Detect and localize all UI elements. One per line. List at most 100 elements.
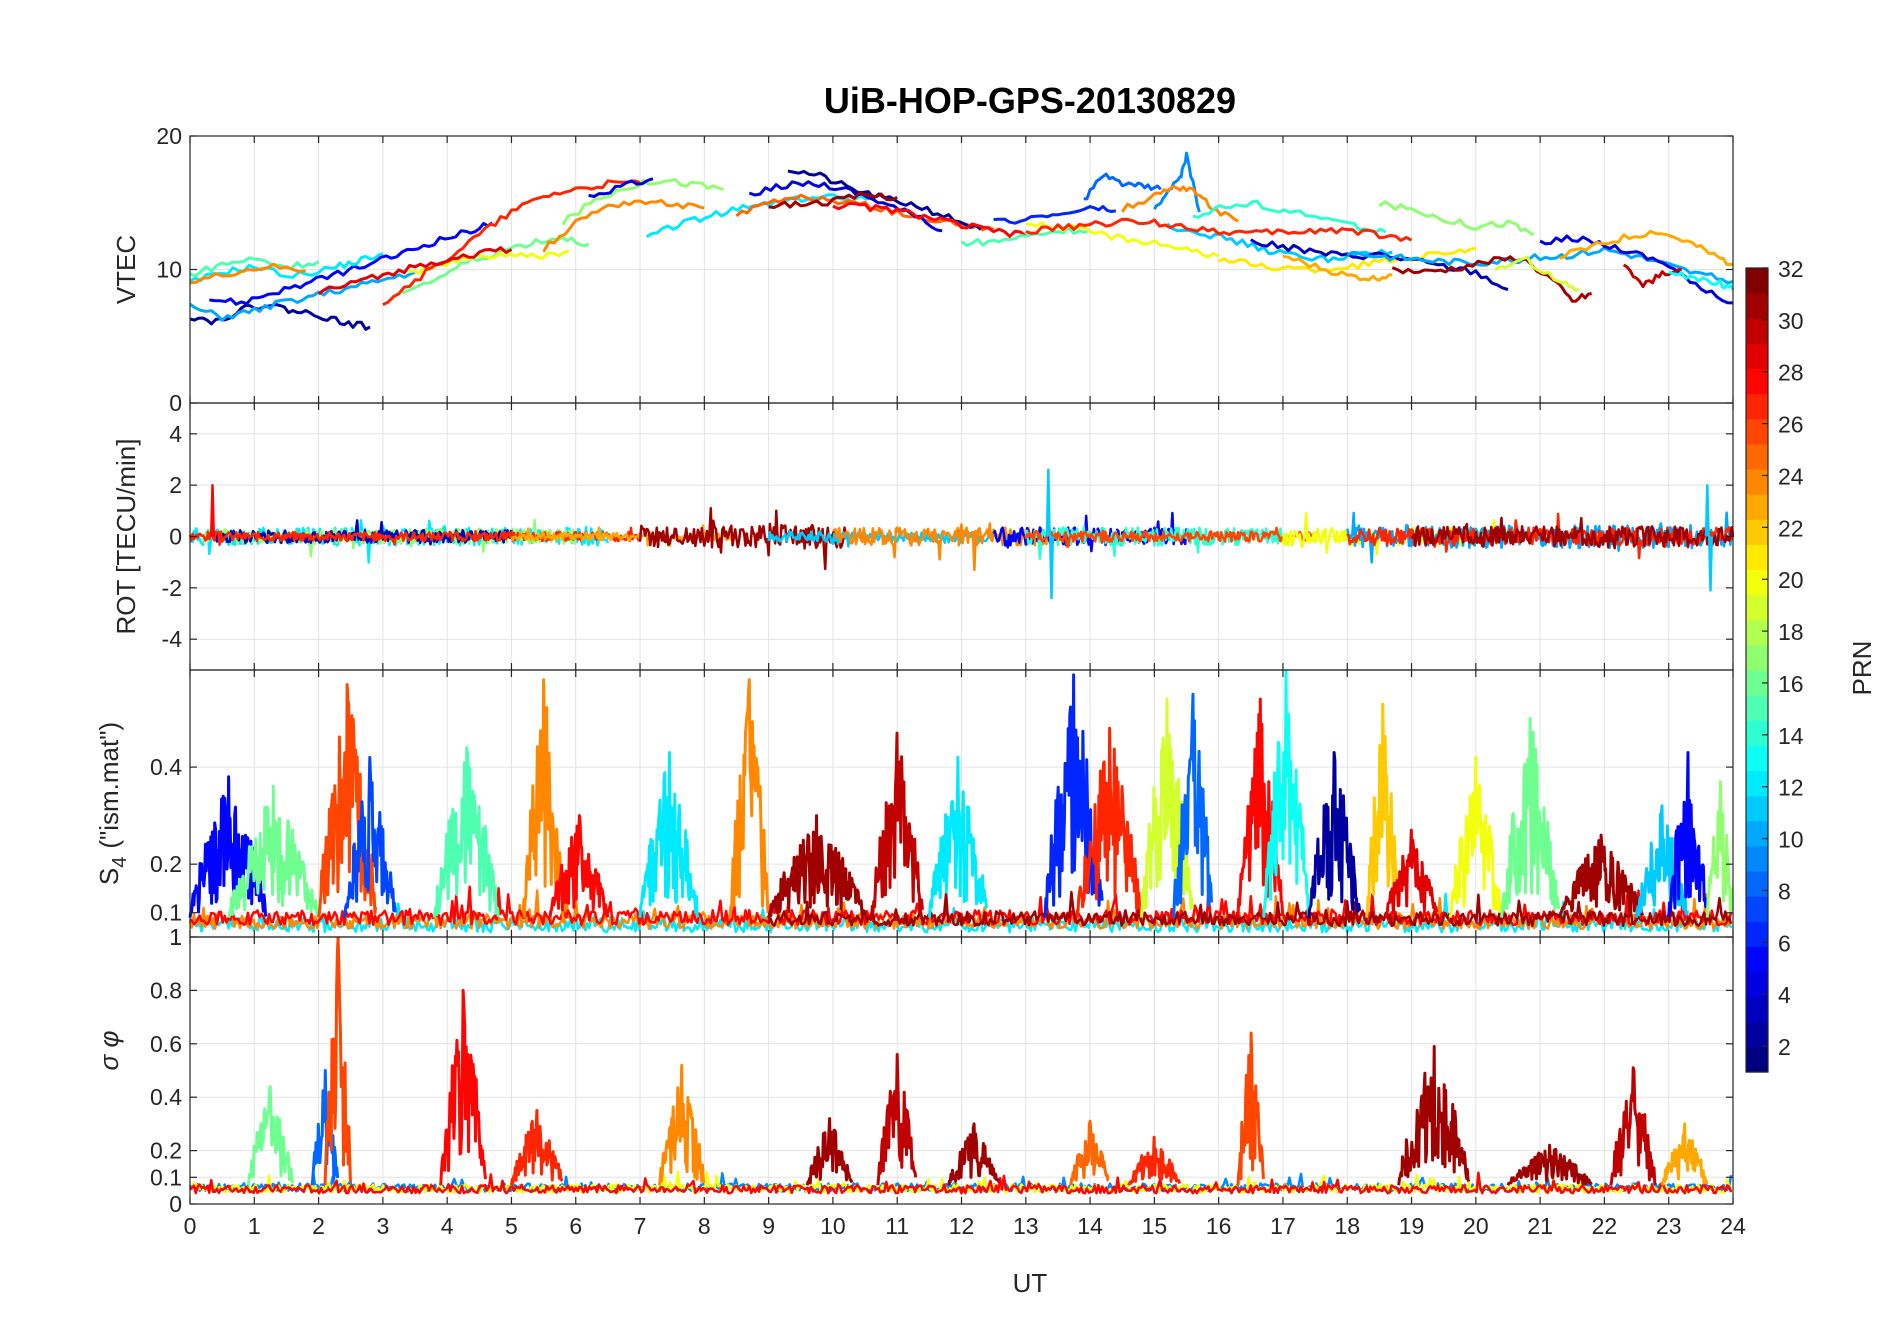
sigphi-event-prn-16 [246,1085,295,1187]
colorbar-tick-label: 2 [1778,1034,1791,1060]
s4-y-tick-label: 0.1 [150,900,182,926]
rot-series-prn-24 [832,522,1060,561]
sigphi-y-tick-label: 0.6 [150,1031,182,1057]
s4-event-prn-13 [1262,669,1310,918]
rot-spike-prn-11 [1707,536,1714,592]
s4-event-prn-15 [432,746,500,918]
x-tick-label: 5 [505,1213,518,1239]
colorbar-swatch [1746,695,1768,721]
s4-event-prn-24 [522,678,565,918]
x-tick-label: 17 [1270,1213,1296,1239]
sigphi-event-prn-30 [876,1053,918,1186]
vtec-series-prn-25 [735,193,995,232]
s4-event-prn-17 [1705,780,1735,918]
x-tick-label: 1 [248,1213,261,1239]
s4-event-prn-7 [342,755,397,918]
vtec-series-prn-31 [1391,255,1592,303]
rot-spike-prn-24 [971,536,977,572]
sigphi-event-prn-31 [947,1122,1001,1186]
colorbar-swatch [1746,1021,1768,1048]
vtec-y-tick-label: 10 [156,257,182,283]
s4-event-prn-12 [927,755,988,918]
colorbar-swatch [1746,845,1768,872]
vtec-y-axis-label: VTEC [111,235,141,304]
x-tick-label: 7 [634,1213,647,1239]
vtec-series-prn-11 [1166,222,1393,264]
x-tick-label: 19 [1399,1213,1425,1239]
vtec-series-prn-23 [1558,229,1734,267]
s4-event-prn-19 [1140,697,1194,918]
colorbar-tick-label: 10 [1778,827,1804,853]
colorbar-swatch [1746,494,1768,520]
vtec-panel-data [189,151,1735,331]
s4-event-prn-16 [227,785,320,919]
colorbar-tick-label: 30 [1778,308,1804,334]
colorbar-swatch [1746,896,1768,922]
x-tick-label: 14 [1077,1213,1103,1239]
s4-event-prn-27 [1075,726,1143,918]
vtec-series-prn-9 [1153,151,1201,213]
vtec-series-prn-23 [1282,254,1393,282]
x-tick-label: 4 [441,1213,454,1239]
x-tick-label: 6 [569,1213,582,1239]
chart-title: UiB-HOP-GPS-20130829 [824,80,1236,121]
colorbar-swatch [1746,594,1768,621]
sigphi-y-tick-label: 0.4 [150,1084,182,1110]
sigphi-event-prn-31 [1506,1143,1593,1186]
rot-y-tick-label: -4 [162,626,183,652]
colorbar-swatch [1746,921,1768,947]
s4-event-prn-29 [1384,828,1439,919]
x-tick-label: 18 [1334,1213,1360,1239]
s4-event-prn-2 [1307,751,1362,918]
vtec-series-prn-8 [1083,172,1162,201]
x-tick-label: 16 [1206,1213,1232,1239]
vtec-series-prn-17 [1378,200,1535,237]
s4-event-prn-8 [1172,692,1213,918]
x-tick-label: 12 [949,1213,975,1239]
rot-spike-prn-28 [209,483,216,537]
sigphi-event-prn-23 [1660,1122,1709,1186]
x-tick-label: 24 [1720,1213,1746,1239]
colorbar-swatch [1746,293,1768,319]
vtec-series-prn-4 [588,177,654,198]
colorbar-swatch [1746,720,1768,746]
vtec-series-prn-17 [561,178,724,226]
colorbar-tick-label: 28 [1778,360,1804,386]
rot-panel-data [188,468,1735,600]
colorbar-swatch [1746,745,1768,772]
colorbar-swatch [1746,871,1768,897]
vtec-series-prn-10 [1346,246,1734,285]
colorbar-swatch [1746,670,1768,696]
s4-event-prn-31 [767,814,866,918]
colorbar-tick-label: 16 [1778,671,1804,697]
s4-event-prn-16 [1500,717,1561,918]
vtec-series-prn-29 [317,246,513,296]
colorbar-tick-label: 32 [1778,256,1804,282]
sigphi-event-prn-28 [439,988,487,1186]
x-tick-label: 2 [312,1213,325,1239]
vtec-series-prn-21 [1218,246,1477,274]
colorbar-swatch [1746,569,1768,596]
colorbar-swatch [1746,996,1768,1023]
sigphi-y-tick-label: 0.1 [150,1164,182,1190]
colorbar-swatch [1746,644,1768,671]
vtec-series-prn-24 [1120,184,1239,223]
colorbar-swatch [1746,343,1768,370]
colorbar-swatch [1746,619,1768,646]
rot-series-prn-26 [1024,526,1316,548]
s4-y-tick-label: 0.4 [150,754,182,780]
sigphi-y-tick-label: 1 [169,924,182,950]
colorbar-swatch [1746,268,1768,294]
sigphi-event-prn-27 [1127,1135,1182,1186]
s4-event-prn-24 [728,678,770,918]
colorbar-label: PRN [1847,641,1877,696]
x-tick-label: 10 [820,1213,846,1239]
sigphi-event-prn-27 [510,1109,564,1186]
s4-top-tick-label: 1 [169,924,182,950]
vtec-series-prn-19 [1494,255,1580,292]
colorbar-swatch [1746,795,1768,822]
colorbar-swatch [1746,946,1768,973]
s4-event-prn-28 [548,814,610,918]
rot-spike-prn-11 [1045,468,1051,537]
